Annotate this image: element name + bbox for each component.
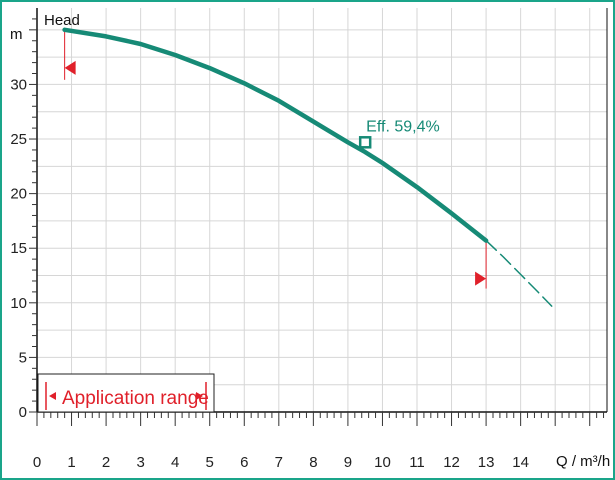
y-tick-label: 10	[10, 295, 27, 312]
y-tick-label: 5	[19, 349, 27, 366]
y-tick-label: 20	[10, 186, 27, 203]
y-axis-title: Head	[44, 12, 80, 29]
y-tick-label: 30	[10, 76, 27, 93]
x-tick-label: 0	[33, 454, 41, 471]
x-tick-label: 9	[344, 454, 352, 471]
application-range-label: Application range	[62, 388, 209, 409]
application-range-right-arrow	[196, 392, 203, 400]
x-tick-label: 2	[102, 454, 110, 471]
x-tick-label: 4	[171, 454, 179, 471]
x-tick-label: 6	[240, 454, 248, 471]
y-axis-unit: m	[10, 26, 23, 43]
range-end-marker	[475, 271, 487, 286]
x-tick-label: 5	[206, 454, 214, 471]
x-tick-label: 1	[67, 454, 75, 471]
axes	[36, 8, 608, 413]
application-range-markers	[64, 29, 487, 289]
y-tick-label: 25	[10, 131, 27, 148]
head-curve-line	[62, 27, 489, 243]
grid	[37, 8, 607, 412]
x-tick-label: 8	[309, 454, 317, 471]
x-tick-label: 11	[409, 454, 425, 471]
application-range-box: Application range	[37, 373, 215, 413]
x-tick-label: 14	[512, 454, 529, 471]
y-tick-label: 15	[10, 240, 27, 257]
x-tick-label: 10	[374, 454, 391, 471]
y-tick-label: 0	[19, 404, 27, 421]
application-range-frame	[37, 373, 215, 413]
operating-point-label: Eff. 59,4%	[366, 118, 440, 135]
x-tick-label: 3	[136, 454, 144, 471]
x-axis-title: Q / m³/h	[556, 453, 610, 470]
x-tick-label: 12	[443, 454, 460, 471]
head-curve-extension-line	[485, 239, 553, 307]
range-start-marker	[64, 60, 76, 75]
x-tick-label: 7	[275, 454, 283, 471]
x-tick-label: 13	[478, 454, 495, 471]
series-group	[62, 27, 553, 307]
application-range-left-arrow	[49, 392, 56, 400]
operating-point-group: Eff. 59,4%	[358, 118, 440, 149]
operating-point-marker	[358, 136, 372, 149]
